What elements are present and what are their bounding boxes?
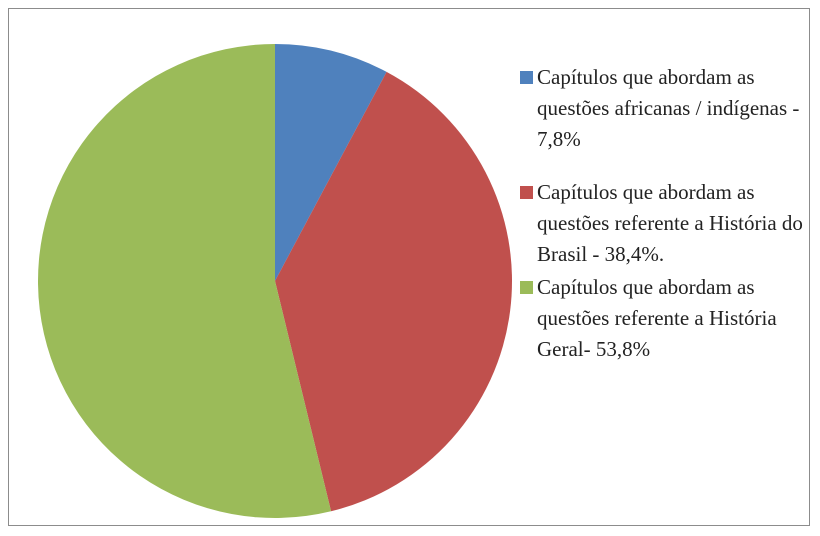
chart-frame xyxy=(8,8,810,526)
pie-slice xyxy=(275,71,512,512)
legend-entry: Capítulos que abordam as questões refere… xyxy=(520,177,812,270)
legend-label: Capítulos que abordam as questões refere… xyxy=(537,180,803,266)
legend-entry: Capítulos que abordam as questões africa… xyxy=(520,62,812,155)
legend-swatch xyxy=(520,71,533,84)
legend-label: Capítulos que abordam as questões africa… xyxy=(537,65,800,151)
legend: Capítulos que abordam as questões africa… xyxy=(520,62,812,387)
legend-entry: Capítulos que abordam as questões refere… xyxy=(520,272,812,365)
legend-swatch xyxy=(520,186,533,199)
pie-slice xyxy=(37,44,332,518)
pie-slice xyxy=(275,44,387,281)
pie-chart xyxy=(37,44,512,518)
legend-swatch xyxy=(520,281,533,294)
legend-label: Capítulos que abordam as questões refere… xyxy=(537,275,777,361)
